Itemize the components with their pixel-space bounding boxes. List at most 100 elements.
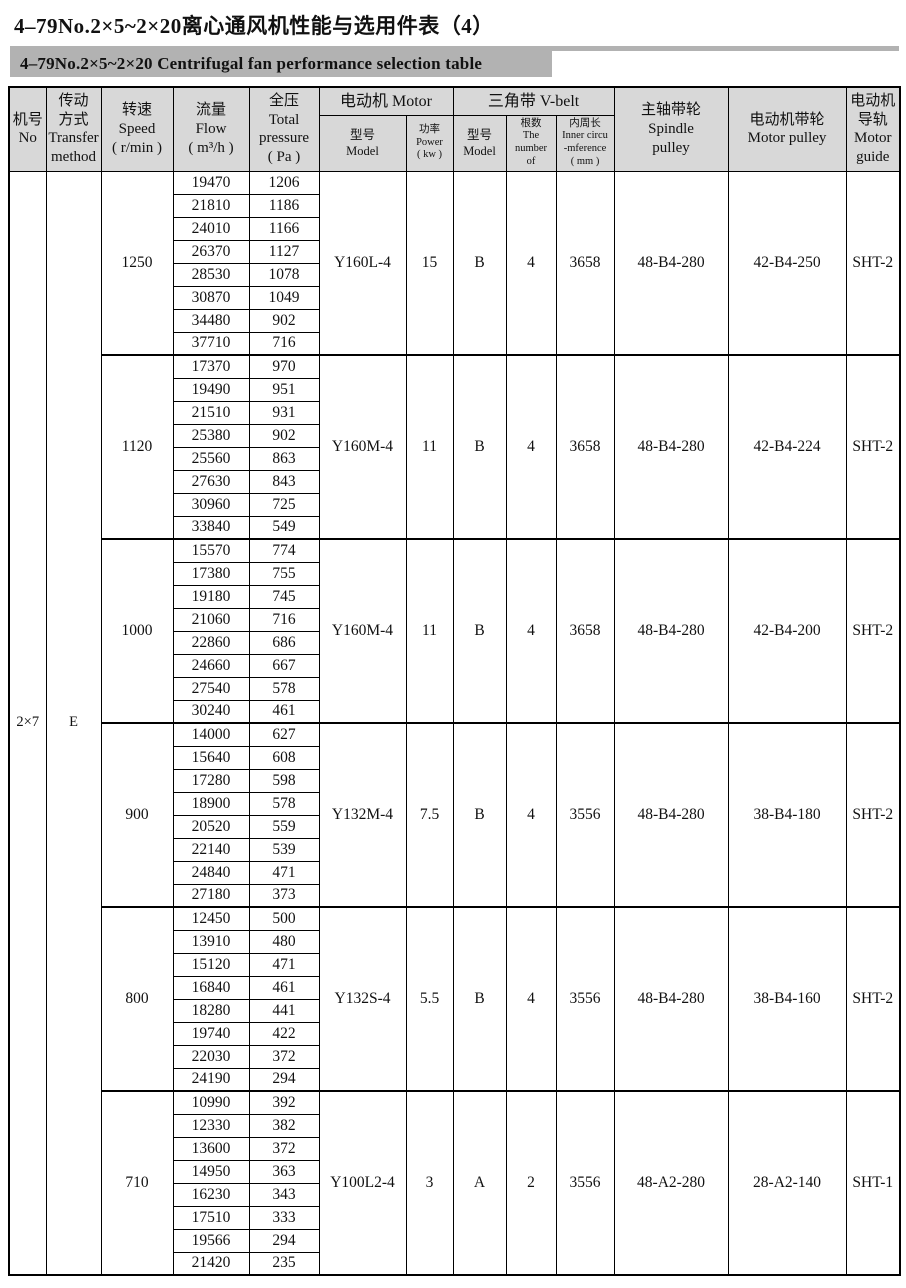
table-row: 1000 15570 774 Y160M-4 11 B 4 3658 48-B4-280 42-B… [9, 538, 901, 724]
flow-cell: 30240 [172, 699, 250, 724]
motor-pulley-cell: 42-B4-200 [727, 538, 847, 724]
table-row: 24190 294 [9, 1067, 900, 1092]
flow-cell: 15640 [172, 745, 250, 770]
flow-cell: 25560 [172, 446, 250, 471]
motor-model-cell: Y160M-4 [318, 538, 407, 724]
divider-rule [10, 46, 899, 51]
flow-cell: 22030 [172, 1044, 250, 1069]
pressure-cell: 1186 [248, 193, 320, 218]
flow-cell: 27630 [172, 469, 250, 494]
flow-cell: 12450 [172, 906, 250, 931]
table-row: 30960 725 [9, 492, 900, 517]
motor-guide-cell: SHT-2 [845, 354, 901, 540]
flow-cell: 21060 [172, 607, 250, 632]
flow-cell: 14000 [172, 722, 250, 747]
power-cell: 11 [405, 538, 454, 724]
power-cell: 7.5 [405, 722, 454, 908]
belt-length-cell: 3658 [555, 538, 615, 724]
machine-no-cell: 2×7 [8, 170, 47, 1276]
flow-cell: 17510 [172, 1205, 250, 1230]
col-header-motor-group: 电动机 Motor [318, 86, 454, 116]
col-header-motor-power: 功率 Power ( kw ) [405, 114, 454, 172]
flow-cell: 17280 [172, 768, 250, 793]
col-header-no: 机号 No [8, 86, 47, 172]
flow-cell: 21510 [172, 400, 250, 425]
table-row: 25380 902 [9, 423, 900, 448]
header-row-groups: 机号 No 传动 方式 Transfer method 转速 Speed ( r… [8, 86, 901, 172]
table-row: 27180 373 [9, 883, 900, 908]
pressure-cell: 461 [248, 975, 320, 1000]
col-header-belt-count: 根数 The number of [505, 114, 557, 172]
flow-cell: 17370 [172, 354, 250, 379]
col-header-flow: 流量 Flow ( m³/h ) [172, 86, 250, 172]
pressure-cell: 843 [248, 469, 320, 494]
flow-cell: 15120 [172, 952, 250, 977]
flow-cell: 19490 [172, 377, 250, 402]
flow-cell: 24190 [172, 1067, 250, 1092]
spindle-pulley-cell: 48-B4-280 [613, 722, 729, 908]
flow-cell: 27540 [172, 676, 250, 701]
pressure-cell: 441 [248, 998, 320, 1023]
table-row: 17510 333 [9, 1205, 900, 1230]
pressure-cell: 372 [248, 1044, 320, 1069]
motor-guide-cell: SHT-2 [845, 906, 901, 1092]
header-row-subs: 型号 Model 功率 Power ( kw ) 型号 Model 根数 The… [9, 114, 900, 172]
flow-cell: 25380 [172, 423, 250, 448]
table-row: 15640 608 [9, 745, 900, 770]
table-header: 机号 No 传动 方式 Transfer method 转速 Speed ( r… [8, 86, 901, 172]
pressure-cell: 931 [248, 400, 320, 425]
flow-cell: 14950 [172, 1159, 250, 1184]
belt-model-cell: A [452, 1090, 507, 1276]
col-header-spindle-pulley: 主轴带轮 Spindle pulley [613, 86, 729, 172]
flow-cell: 19180 [172, 584, 250, 609]
pressure-cell: 372 [248, 1136, 320, 1161]
flow-cell: 17380 [172, 561, 250, 586]
motor-guide-cell: SHT-2 [845, 722, 901, 908]
pressure-cell: 627 [248, 722, 320, 747]
belt-length-cell: 3658 [555, 170, 615, 356]
speed-cell: 1120 [100, 354, 174, 540]
motor-model-cell: Y132M-4 [318, 722, 407, 908]
pressure-cell: 343 [248, 1182, 320, 1207]
table-row: 17380 755 [9, 561, 900, 586]
table-row: 12330 382 [9, 1113, 900, 1138]
belt-model-cell: B [452, 170, 507, 356]
table-row: 710 10990 392 Y100L2-4 3 A 2 3556 48-A2-280 28-A2… [9, 1090, 901, 1276]
table-row: 26370 1127 [9, 239, 900, 264]
motor-model-cell: Y160M-4 [318, 354, 407, 540]
spindle-pulley-cell: 48-B4-280 [613, 354, 729, 540]
belt-model-cell: B [452, 538, 507, 724]
flow-cell: 24010 [172, 216, 250, 241]
table-row: 17280 598 [9, 768, 900, 793]
flow-cell: 13600 [172, 1136, 250, 1161]
flow-cell: 34480 [172, 308, 250, 333]
speed-cell: 1250 [100, 170, 174, 356]
fan-table-body: 2×7 E 1250 19470 1206 Y160L-4 15 B 4 3658 48-B4-28… [8, 170, 901, 1276]
col-header-speed: 转速 Speed ( r/min ) [100, 86, 174, 172]
motor-pulley-cell: 42-B4-250 [727, 170, 847, 356]
flow-cell: 30960 [172, 492, 250, 517]
table-row: 18900 578 [9, 791, 900, 816]
belt-count-cell: 4 [505, 722, 557, 908]
belt-length-cell: 3556 [555, 1090, 615, 1276]
pressure-cell: 608 [248, 745, 320, 770]
fan-performance-table: 机号 No 传动 方式 Transfer method 转速 Speed ( r… [8, 86, 902, 1276]
flow-cell: 28530 [172, 262, 250, 287]
belt-model-cell: B [452, 722, 507, 908]
pressure-cell: 392 [248, 1090, 320, 1115]
table-row: 900 14000 627 Y132M-4 7.5 B 4 3556 48-B4-280 38-B… [9, 722, 901, 908]
pressure-cell: 471 [248, 860, 320, 885]
motor-guide-cell: SHT-2 [845, 170, 901, 356]
flow-cell: 12330 [172, 1113, 250, 1138]
pressure-cell: 716 [248, 331, 320, 356]
pressure-cell: 549 [248, 515, 320, 540]
pressure-cell: 382 [248, 1113, 320, 1138]
flow-cell: 21810 [172, 193, 250, 218]
flow-cell: 37710 [172, 331, 250, 356]
flow-cell: 21420 [172, 1251, 250, 1276]
table-row: 21510 931 [9, 400, 900, 425]
table-row: 24660 667 [9, 653, 900, 678]
flow-cell: 16840 [172, 975, 250, 1000]
pressure-cell: 539 [248, 837, 320, 862]
